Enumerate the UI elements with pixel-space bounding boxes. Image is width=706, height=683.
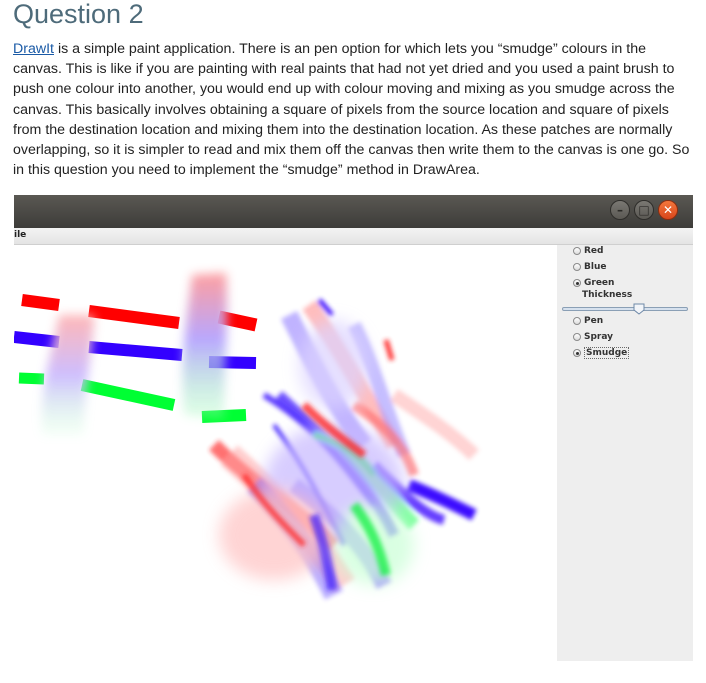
blue-stroke-mid: [88, 341, 183, 361]
close-icon: ✕: [662, 203, 674, 217]
drawit-window: – □ ✕ ile: [14, 195, 693, 661]
radio-smudge[interactable]: [573, 349, 581, 357]
close-button[interactable]: ✕: [658, 200, 678, 220]
drawit-link[interactable]: DrawIt: [13, 41, 54, 57]
slider-track[interactable]: [562, 307, 688, 311]
menu-bar: ile: [14, 228, 693, 245]
radio-spray[interactable]: [573, 333, 581, 341]
green-stroke-mid: [80, 379, 176, 411]
tool-label-smudge: Smudge: [584, 347, 630, 359]
drawing-canvas[interactable]: [14, 245, 556, 661]
thickness-slider[interactable]: [562, 303, 688, 315]
canvas-artwork: [14, 273, 479, 600]
maximize-button[interactable]: □: [634, 200, 654, 220]
radio-pen[interactable]: [573, 317, 581, 325]
tool-option-smudge[interactable]: Smudge: [573, 347, 630, 359]
radio-red[interactable]: [573, 247, 581, 255]
radio-blue[interactable]: [573, 263, 581, 271]
tool-label-pen: Pen: [584, 316, 604, 326]
question-text: is a simple paint application. There is …: [13, 41, 690, 179]
window-titlebar[interactable]: – □ ✕: [14, 195, 693, 228]
question-paragraph: DrawIt is a simple paint application. Th…: [13, 39, 697, 180]
radio-green[interactable]: [573, 279, 581, 287]
smudge-band-left: [41, 315, 94, 435]
color-label-blue: Blue: [584, 262, 607, 272]
smudge-band-center: [182, 273, 227, 420]
color-label-red: Red: [584, 246, 604, 256]
swirl-strokes: [241, 402, 391, 591]
red-stroke-left: [21, 294, 60, 311]
color-option-green[interactable]: Green: [573, 277, 615, 289]
tool-option-spray[interactable]: Spray: [573, 331, 614, 343]
menu-file[interactable]: ile: [14, 230, 27, 240]
tool-label-spray: Spray: [584, 332, 614, 342]
page-title: Question 2: [13, 0, 144, 29]
slider-thumb[interactable]: [633, 303, 645, 315]
tool-option-pen[interactable]: Pen: [573, 315, 604, 327]
maximize-icon: □: [638, 203, 650, 217]
blue-stroke-left: [14, 331, 60, 348]
color-option-blue[interactable]: Blue: [573, 261, 607, 273]
options-panel: Red Blue Green Thickness Pen Spray Smud: [557, 245, 693, 661]
green-stroke-left: [18, 372, 45, 385]
thickness-label: Thickness: [582, 290, 633, 300]
minimize-icon: –: [617, 203, 623, 217]
minimize-button[interactable]: –: [610, 200, 630, 220]
color-option-red[interactable]: Red: [573, 245, 604, 257]
color-label-green: Green: [584, 278, 615, 288]
red-stroke-mid: [88, 305, 180, 329]
